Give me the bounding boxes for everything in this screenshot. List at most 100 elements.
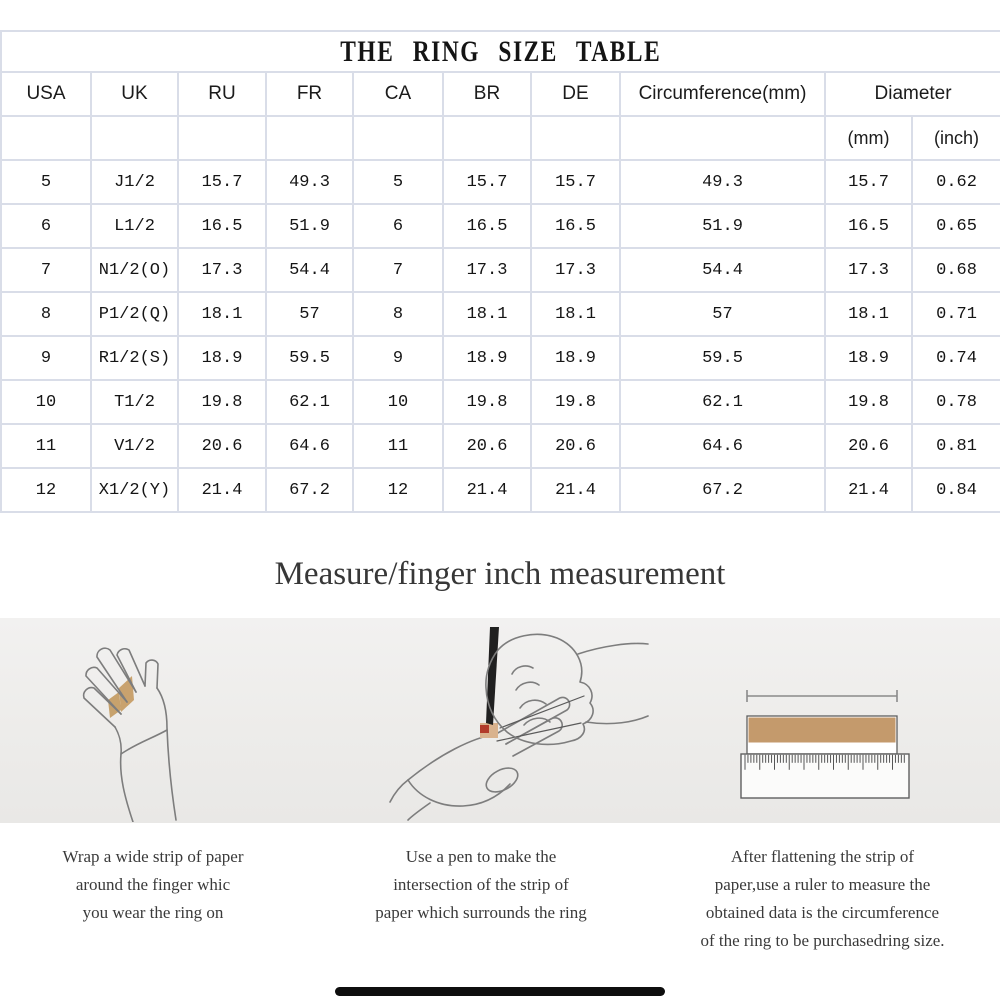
table-cell: 62.1 bbox=[619, 379, 826, 425]
measurement-section-title: Measure/finger inch measurement bbox=[274, 556, 726, 592]
ruler-measuring-strip-icon bbox=[740, 690, 910, 799]
table-row: 8 P1/2(Q) 18.1 57 8 18.1 18.1 57 18.1 0.71 bbox=[0, 291, 1000, 337]
table-cell: 5 bbox=[352, 159, 444, 205]
table-cell: 11 bbox=[352, 423, 444, 469]
table-cell: 6 bbox=[352, 203, 444, 249]
table-cell: 12 bbox=[352, 467, 444, 513]
table-cell: 62.1 bbox=[265, 379, 354, 425]
table-row: 6 L1/2 16.5 51.9 6 16.5 16.5 51.9 16.5 0.65 bbox=[0, 203, 1000, 249]
table-cell: 20.6 bbox=[177, 423, 267, 469]
table-title-text: THE RING SIZE TABLE bbox=[340, 34, 662, 68]
table-cell: 16.5 bbox=[177, 203, 267, 249]
empty-subheader-cell bbox=[530, 115, 621, 161]
table-cell: 17.3 bbox=[177, 247, 267, 293]
table-cell: 18.9 bbox=[442, 335, 532, 381]
empty-subheader-cell bbox=[0, 115, 92, 161]
pen-marking-hand-icon bbox=[389, 627, 649, 821]
table-cell: 19.8 bbox=[177, 379, 267, 425]
table-cell: 18.1 bbox=[530, 291, 621, 337]
home-indicator-bar bbox=[335, 987, 665, 996]
table-title: THE RING SIZE TABLE bbox=[0, 30, 1000, 73]
table-cell: 67.2 bbox=[265, 467, 354, 513]
table-cell: L1/2 bbox=[90, 203, 179, 249]
table-cell: 12 bbox=[0, 467, 92, 513]
table-cell: 20.6 bbox=[442, 423, 532, 469]
table-cell: 51.9 bbox=[265, 203, 354, 249]
table-cell: 18.9 bbox=[530, 335, 621, 381]
caption-line: After flattening the strip of bbox=[730, 847, 915, 866]
diameter-subheader: (mm) bbox=[824, 115, 913, 161]
column-header: Circumference(mm) bbox=[619, 71, 826, 117]
table-cell: 49.3 bbox=[619, 159, 826, 205]
table-cell: 18.1 bbox=[442, 291, 532, 337]
table-cell: 54.4 bbox=[619, 247, 826, 293]
table-cell: 7 bbox=[352, 247, 444, 293]
table-cell: 18.9 bbox=[177, 335, 267, 381]
table-cell: 0.74 bbox=[910, 335, 1000, 381]
caption-line: Wrap a wide strip of paper bbox=[62, 847, 244, 866]
caption-line: paper which surrounds the ring bbox=[375, 903, 587, 922]
table-cell: P1/2(Q) bbox=[90, 291, 179, 337]
table-cell: 15.7 bbox=[824, 159, 913, 205]
table-cell: 18.9 bbox=[824, 335, 913, 381]
column-header: DE bbox=[530, 71, 621, 117]
strip-edge-line bbox=[496, 722, 582, 742]
table-cell: 15.7 bbox=[530, 159, 621, 205]
table-cell: 19.8 bbox=[442, 379, 532, 425]
table-body: 5 J1/2 15.7 49.3 5 15.7 15.7 49.3 15.7 0.62 6 L1/2 1… bbox=[0, 159, 1000, 513]
table-cell: 7 bbox=[0, 247, 92, 293]
table-cell: 20.6 bbox=[530, 423, 621, 469]
table-title-row: THE RING SIZE TABLE bbox=[0, 30, 1000, 73]
table-cell: 21.4 bbox=[824, 467, 913, 513]
table-cell: X1/2(Y) bbox=[90, 467, 179, 513]
empty-subheader-cell bbox=[177, 115, 267, 161]
step1-caption: Wrap a wide strip of paper around the fin… bbox=[20, 843, 286, 927]
table-cell: 0.81 bbox=[910, 423, 1000, 469]
table-cell: R1/2(S) bbox=[90, 335, 179, 381]
table-cell: 20.6 bbox=[824, 423, 913, 469]
table-row: 12 X1/2(Y) 21.4 67.2 12 21.4 21.4 67.2 21.4 0.84 bbox=[0, 467, 1000, 513]
table-cell: 0.62 bbox=[910, 159, 1000, 205]
table-cell: 6 bbox=[0, 203, 92, 249]
table-cell: 17.3 bbox=[824, 247, 913, 293]
table-header-row: USA UK RU FR CA BR DE Circumference(mm) Diameter bbox=[0, 71, 1000, 117]
table-cell: 11 bbox=[0, 423, 92, 469]
step3-caption: After flattening the strip of paper,use a… bbox=[660, 843, 985, 955]
table-cell: 0.84 bbox=[910, 467, 1000, 513]
table-cell: 16.5 bbox=[442, 203, 532, 249]
table-cell: 0.71 bbox=[910, 291, 1000, 337]
table-cell: 59.5 bbox=[265, 335, 354, 381]
table-cell: 8 bbox=[0, 291, 92, 337]
ruler-ticks bbox=[744, 754, 905, 770]
table-cell: 57 bbox=[619, 291, 826, 337]
diameter-subheader: (inch) bbox=[910, 115, 1000, 161]
table-cell: 49.3 bbox=[265, 159, 354, 205]
ring-size-table: THE RING SIZE TABLE USA UK RU FR CA BR DE Circu… bbox=[0, 30, 1000, 513]
strip-edge-line bbox=[499, 695, 585, 729]
table-cell: 21.4 bbox=[442, 467, 532, 513]
table-row: 5 J1/2 15.7 49.3 5 15.7 15.7 49.3 15.7 0.62 bbox=[0, 159, 1000, 205]
table-cell: 18.1 bbox=[824, 291, 913, 337]
table-row: 7 N1/2(O) 17.3 54.4 7 17.3 17.3 54.4 17.3 0.68 bbox=[0, 247, 1000, 293]
paper-strip-tan bbox=[748, 717, 896, 743]
table-cell: 10 bbox=[0, 379, 92, 425]
table-row: 10 T1/2 19.8 62.1 10 19.8 19.8 62.1 19.8 0.78 bbox=[0, 379, 1000, 425]
caption-line: of the ring to be purchasedring size. bbox=[700, 931, 945, 950]
table-cell: 64.6 bbox=[265, 423, 354, 469]
column-header: USA bbox=[0, 71, 92, 117]
table-cell: 15.7 bbox=[442, 159, 532, 205]
table-cell: J1/2 bbox=[90, 159, 179, 205]
table-cell: 67.2 bbox=[619, 467, 826, 513]
table-cell: 59.5 bbox=[619, 335, 826, 381]
table-cell: 15.7 bbox=[177, 159, 267, 205]
column-header: BR bbox=[442, 71, 532, 117]
caption-line: obtained data is the circumference bbox=[705, 903, 940, 922]
table-cell: 18.1 bbox=[177, 291, 267, 337]
empty-subheader-cell bbox=[352, 115, 444, 161]
pen-shape bbox=[486, 627, 499, 725]
table-cell: 17.3 bbox=[442, 247, 532, 293]
table-cell: 5 bbox=[0, 159, 92, 205]
column-header: Diameter bbox=[823, 71, 1000, 117]
table-row: 9 R1/2(S) 18.9 59.5 9 18.9 18.9 59.5 18.9 0.74 bbox=[0, 335, 1000, 381]
